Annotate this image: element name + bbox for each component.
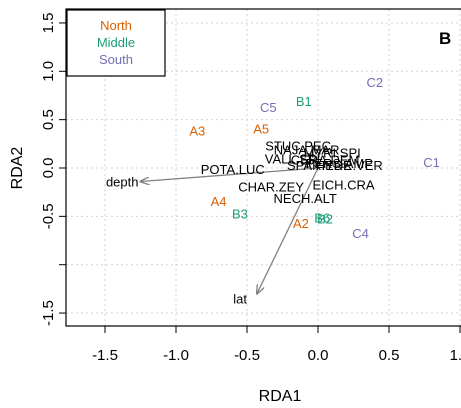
y-tick-label: -0.5 [40,203,57,229]
vector-label-lat: lat [233,292,247,307]
y-tick-label: -1.5 [40,300,57,326]
legend-entry: Middle [97,35,135,50]
site-label: A5 [253,121,269,136]
site-label: C4 [352,226,369,241]
x-tick-label: -1.5 [92,347,118,364]
site-label: B1 [296,94,312,109]
legend-entry: South [99,52,133,67]
species-label: CERA.DEM [291,152,360,167]
site-label: A3 [189,123,205,138]
y-axis-title: RDA2 [9,147,26,190]
site-label: C1 [423,155,440,170]
vector-arrow-lat [257,167,319,294]
species-label: SPAR.ERE [287,158,352,173]
site-label: C2 [366,75,383,90]
species-label: STUC.PEC [265,139,331,154]
legend: North Middle South [66,9,166,77]
y-tick-label: 0.0 [40,158,57,179]
x-axis-title: RDA1 [259,388,302,405]
vector-arrow-depth [141,167,319,182]
species-label: CHAR.ZEY [238,179,304,194]
x-tick-label: 1.0 [450,347,461,364]
y-tick-label: 1.5 [40,13,57,34]
x-tick-label: 0.0 [308,347,329,364]
species-label: VALL.SPI [265,151,320,166]
x-tick-label: 0.5 [379,347,400,364]
y-tick-label: 1.0 [40,61,57,82]
environmental-vectors: depth lat [106,167,319,307]
site-label: A4 [211,194,227,209]
y-tick-label: 0.5 [40,109,57,130]
panel-letter: B [439,29,451,48]
species-label: HYDR.VER [316,158,383,173]
species-label: NECH.ALT [274,191,337,206]
site-label: B2 [317,211,333,226]
species-label: PERS.AMP [306,156,373,171]
legend-entry: North [100,18,132,33]
species-label: NAJA.MAR [274,143,340,158]
site-label: A2 [293,216,309,231]
y-axis: -1.5 -0.5 0.0 0.5 1.0 1.5 [40,13,66,326]
species-label: EICH.CRA [312,177,374,192]
site-label: C5 [260,100,277,115]
species-label: MYRI.SPI [304,145,361,160]
site-labels: A2 A3 A4 A5 B1 B2 B3 B6 C1 C2 C4 C5 [189,75,440,241]
species-label: POTA.LUC [201,162,265,177]
grid-lines [66,9,461,326]
x-axis: -1.5 -1.0 -0.5 0.0 0.5 1.0 [92,326,461,364]
site-label: B3 [232,206,248,221]
x-tick-label: -0.5 [234,347,260,364]
legend-box [66,9,166,77]
x-tick-label: -1.0 [163,347,189,364]
vector-label-depth: depth [106,175,139,190]
site-label: B6 [314,210,330,225]
